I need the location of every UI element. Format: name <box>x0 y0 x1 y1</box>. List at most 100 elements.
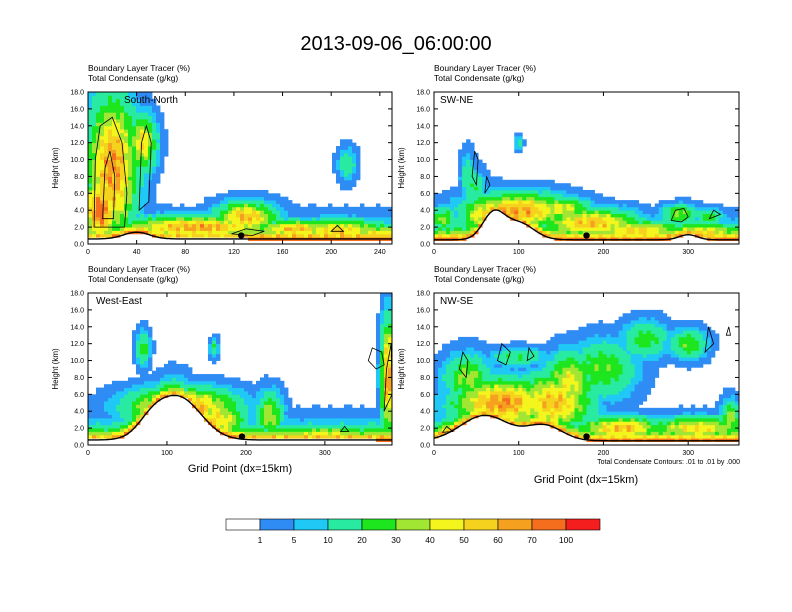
field-cell <box>718 227 724 231</box>
field-cell <box>324 411 329 415</box>
field-cell <box>542 216 547 221</box>
field-cell <box>466 363 471 368</box>
field-cell <box>164 216 169 221</box>
field-cell <box>148 326 153 331</box>
field-cell <box>514 347 519 351</box>
field-cell <box>562 206 567 211</box>
field-cell <box>634 216 640 221</box>
field-cell <box>550 210 555 214</box>
field-cell <box>454 367 459 372</box>
field-cell <box>228 387 233 392</box>
field-cell <box>702 213 708 218</box>
field-cell <box>252 387 257 392</box>
field-cell <box>494 186 499 191</box>
field-cell <box>160 135 165 140</box>
field-cell <box>550 200 555 204</box>
field-cell <box>184 220 189 225</box>
field-cell <box>136 92 141 96</box>
field-cell <box>586 216 591 221</box>
field-cell <box>478 370 483 375</box>
field-cell <box>156 374 161 378</box>
field-cell <box>204 374 209 378</box>
field-cell <box>486 370 491 375</box>
field-cell <box>578 367 583 372</box>
field-cell <box>526 367 531 372</box>
field-cell <box>276 404 281 409</box>
field-cell <box>566 227 571 231</box>
field-cell <box>442 380 447 385</box>
field-cell <box>236 384 241 388</box>
field-cell <box>578 326 583 331</box>
field-cell <box>324 431 329 436</box>
field-cell <box>280 401 285 405</box>
field-cell <box>658 210 664 214</box>
field-cell <box>582 340 587 345</box>
field-cell <box>208 336 213 341</box>
field-cell <box>260 384 265 388</box>
field-cell <box>562 200 567 204</box>
field-cell <box>260 206 265 211</box>
field-cell <box>96 122 101 127</box>
field-cell <box>376 384 381 388</box>
field-cell <box>670 210 676 214</box>
field-cell <box>368 216 373 221</box>
field-cell <box>240 424 245 429</box>
field-cell <box>248 210 253 214</box>
field-cell <box>510 183 515 187</box>
field-cell <box>380 210 385 214</box>
field-cell <box>474 196 479 201</box>
field-cell <box>280 200 285 204</box>
field-cell <box>108 394 113 399</box>
field-cell <box>96 210 101 214</box>
field-cell <box>562 186 567 191</box>
field-cell <box>116 179 121 184</box>
field-cell <box>566 401 571 405</box>
field-cell <box>522 387 527 392</box>
field-cell <box>280 424 285 429</box>
field-cell <box>626 230 632 235</box>
field-cell <box>240 428 245 432</box>
field-cell <box>208 343 213 348</box>
field-cell <box>442 223 447 228</box>
field-cell <box>610 196 615 201</box>
field-cell <box>434 374 439 378</box>
field-cell <box>458 183 463 187</box>
field-cell <box>474 377 479 382</box>
field-cell <box>534 404 539 409</box>
field-cell <box>104 159 109 164</box>
field-cell <box>542 384 547 388</box>
field-cell <box>474 189 479 194</box>
field-cell <box>352 220 357 225</box>
field-cell <box>164 220 169 225</box>
field-cell <box>228 417 233 422</box>
field-cell <box>384 299 389 304</box>
field-cell <box>618 203 624 208</box>
field-cell <box>224 196 229 201</box>
field-cell <box>638 203 644 208</box>
field-cell <box>466 387 471 392</box>
field-cell <box>140 404 145 409</box>
field-cell <box>332 169 337 174</box>
field-cell <box>518 210 523 214</box>
field-cell <box>530 223 535 228</box>
field-cell <box>300 233 305 238</box>
field-cell <box>646 203 652 208</box>
field-cell <box>562 227 567 231</box>
field-cell <box>458 159 463 164</box>
field-cell <box>534 363 539 368</box>
field-cell <box>352 156 357 160</box>
field-cell <box>324 428 329 432</box>
field-cell <box>236 223 241 228</box>
field-cell <box>494 363 499 368</box>
field-cell <box>160 146 165 150</box>
field-cell <box>498 189 503 194</box>
field-cell <box>156 179 161 184</box>
field-cell <box>136 384 141 388</box>
field-cell <box>116 173 121 177</box>
field-cell <box>606 227 611 231</box>
field-cell <box>498 387 503 392</box>
field-cell <box>236 196 241 201</box>
field-cell <box>348 142 353 147</box>
field-cell <box>296 233 301 238</box>
y-tick-label: 8.0 <box>74 375 84 382</box>
